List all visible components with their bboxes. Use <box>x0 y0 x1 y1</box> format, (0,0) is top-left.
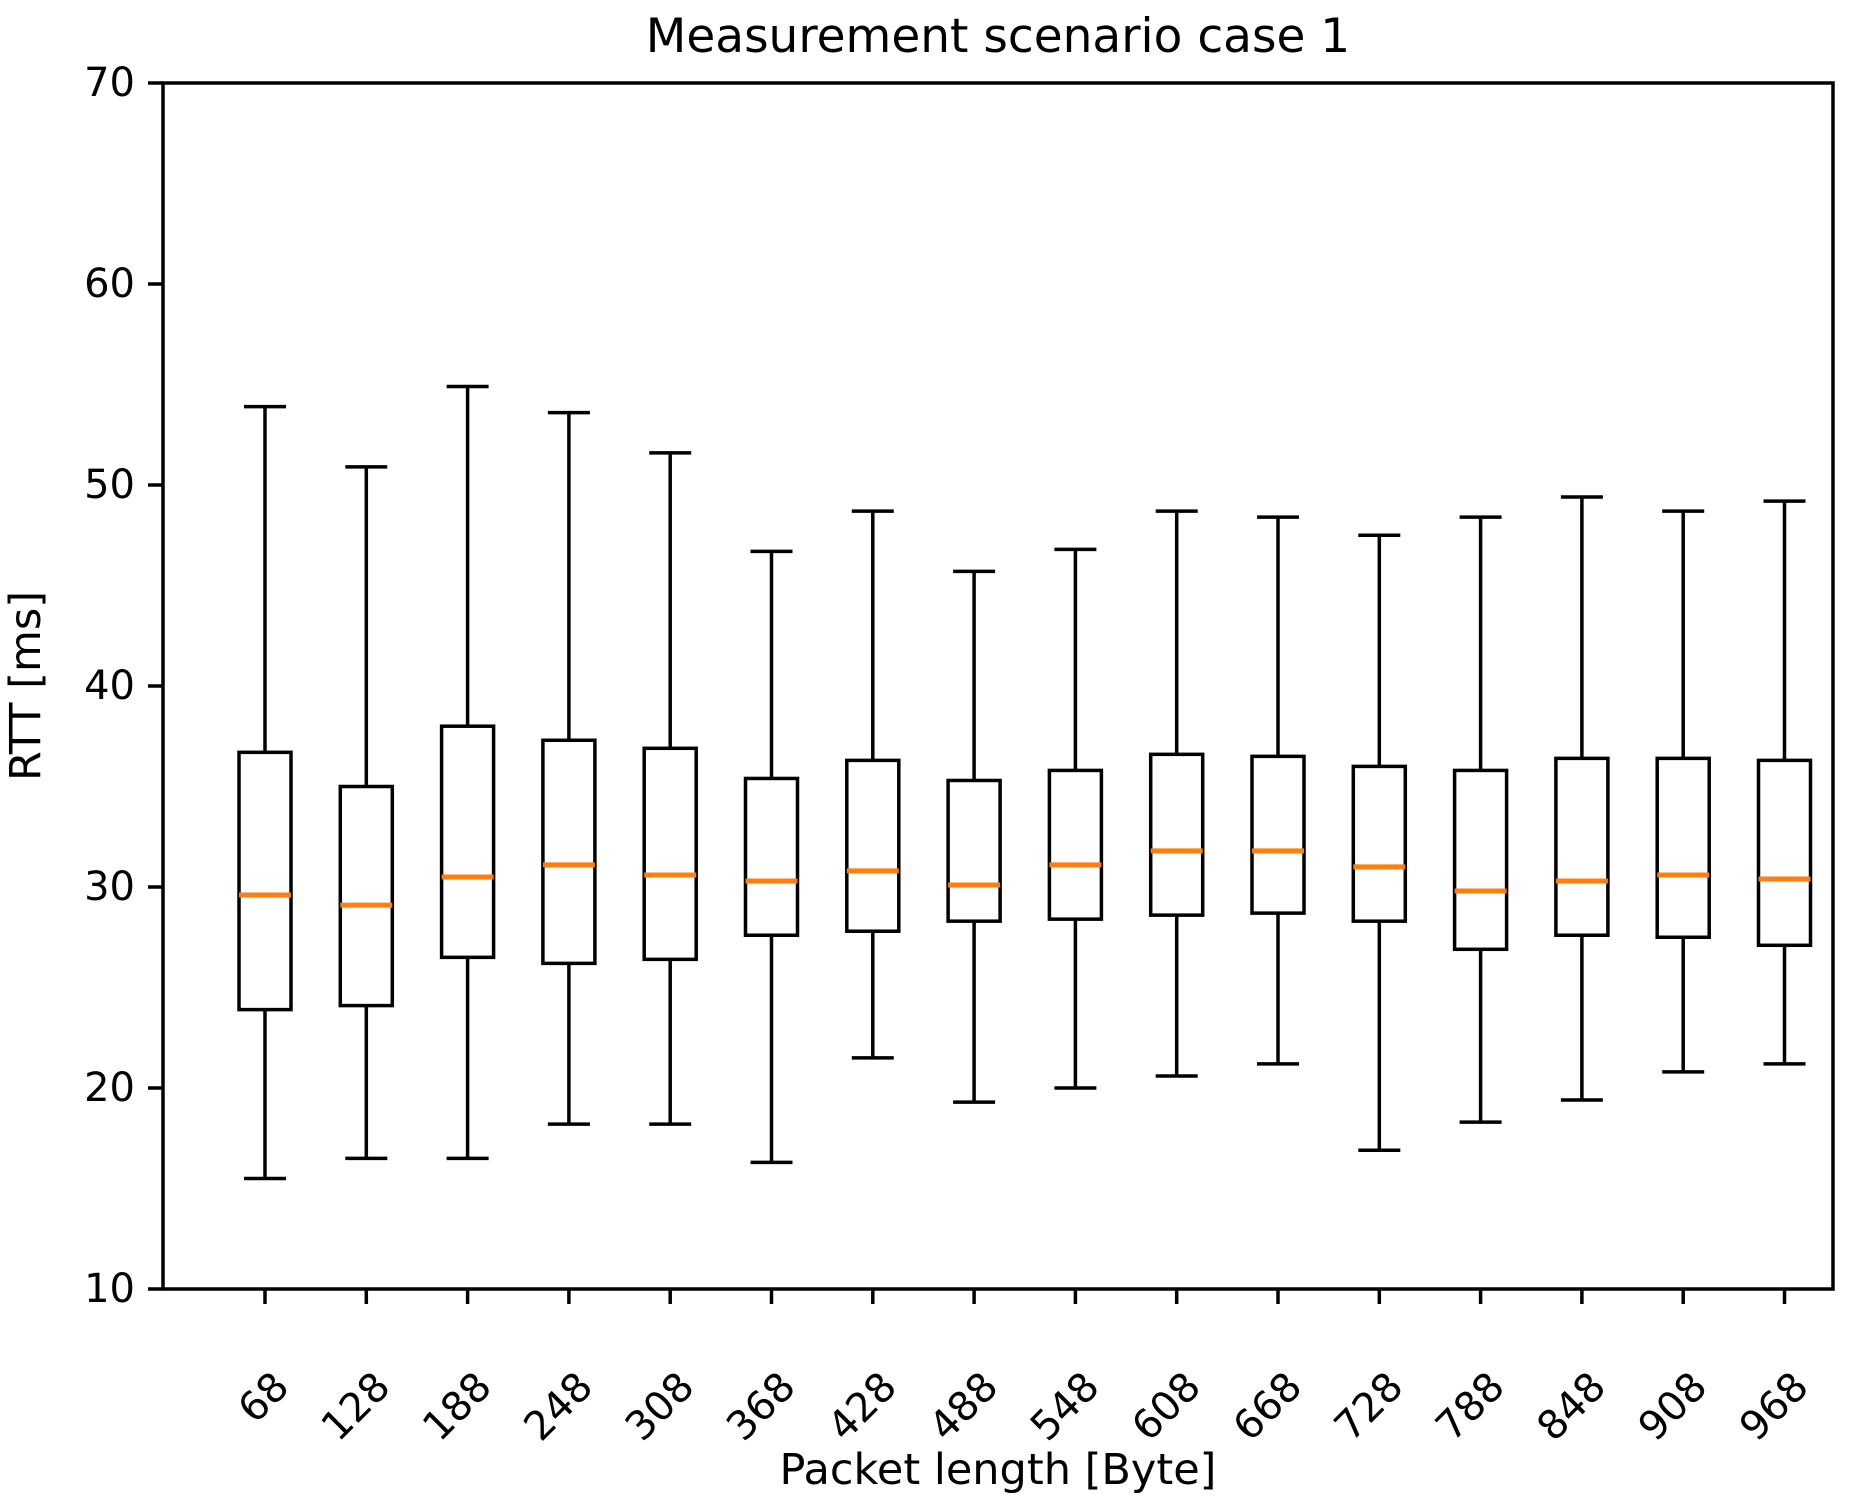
x-tick-label: 488 <box>921 1364 1008 1451</box>
iqr-box <box>642 746 698 962</box>
iqr-box <box>743 776 800 937</box>
x-tick-label: 848 <box>1528 1364 1615 1451</box>
x-tick-label: 608 <box>1123 1364 1210 1451</box>
box-908 <box>1655 509 1711 1074</box>
box-68 <box>237 404 293 1181</box>
y-tick-label: 30 <box>84 864 135 910</box>
box-788 <box>1452 515 1509 1124</box>
iqr-box <box>1250 754 1306 915</box>
box-848 <box>1554 495 1610 1102</box>
iqr-box <box>541 738 597 966</box>
box-188 <box>439 384 496 1161</box>
x-tick-label: 248 <box>515 1364 602 1451</box>
y-tick-label: 10 <box>84 1266 135 1312</box>
iqr-box <box>1554 756 1610 937</box>
iqr-box <box>1351 764 1408 923</box>
x-tick-label: 788 <box>1427 1364 1514 1451</box>
iqr-box <box>1655 756 1711 939</box>
iqr-box <box>1452 768 1509 952</box>
box-488 <box>946 569 1002 1104</box>
x-tick-label: 188 <box>414 1364 501 1451</box>
iqr-box <box>1756 758 1813 948</box>
x-tick-label: 668 <box>1225 1364 1312 1451</box>
x-tick-label: 908 <box>1630 1364 1717 1451</box>
box-728 <box>1351 533 1408 1153</box>
y-tick-label: 40 <box>84 663 135 709</box>
iqr-box <box>237 750 293 1012</box>
box-968 <box>1756 499 1813 1066</box>
x-tick-label: 368 <box>718 1364 805 1451</box>
box-248 <box>541 410 597 1126</box>
box-308 <box>642 451 698 1126</box>
box-428 <box>845 509 901 1060</box>
y-tick-label: 70 <box>84 60 135 106</box>
iqr-box <box>1047 768 1104 921</box>
y-tick-label: 20 <box>84 1065 135 1111</box>
box-128 <box>338 465 395 1161</box>
box-548 <box>1047 547 1104 1090</box>
chart-title: Measurement scenario case 1 <box>646 9 1350 64</box>
x-tick-label: 68 <box>230 1364 299 1433</box>
y-axis-label: RTT [ms] <box>1 591 51 781</box>
x-axis-label: Packet length [Byte] <box>780 1445 1217 1495</box>
y-tick-label: 60 <box>84 261 135 307</box>
iqr-box <box>1148 752 1205 917</box>
x-tick-label: 548 <box>1022 1364 1109 1451</box>
x-tick-label: 968 <box>1731 1364 1818 1451</box>
x-tick-label: 308 <box>617 1364 704 1451</box>
iqr-box <box>439 724 496 960</box>
box-368 <box>743 549 800 1165</box>
iqr-box <box>338 784 395 1008</box>
plot-region: 10 20 30 40 50 60 70 68 128 188 248 308 368 428 488 548… <box>84 60 1835 1451</box>
y-tick-label: 50 <box>84 462 135 508</box>
box-668 <box>1250 515 1306 1066</box>
x-tick-label: 128 <box>313 1364 400 1451</box>
box-608 <box>1148 509 1205 1078</box>
iqr-box <box>845 758 901 933</box>
x-tick-label: 728 <box>1326 1364 1413 1451</box>
iqr-box <box>946 778 1002 923</box>
x-tick-label: 428 <box>819 1364 906 1451</box>
